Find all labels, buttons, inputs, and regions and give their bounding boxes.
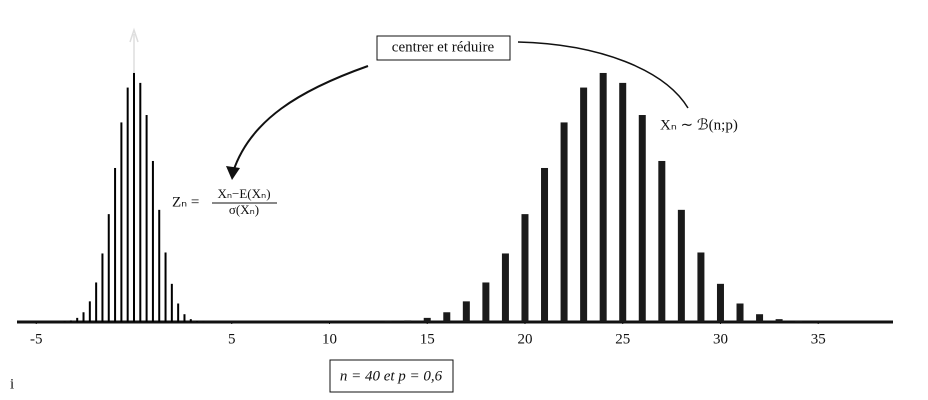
connector [517, 41, 689, 109]
bar [126, 87, 129, 323]
y-axis-arrow [129, 27, 139, 43]
bar [677, 209, 685, 322]
annotation: Xₙ−E(Xₙ) [217, 186, 270, 201]
bar [196, 321, 199, 322]
annotation: Xₙ ∼ ℬ(n;p) [660, 117, 738, 133]
bar [120, 122, 123, 323]
x-tick-label: 30 [713, 331, 728, 347]
bar [114, 167, 117, 322]
annotation-box [329, 359, 454, 393]
bar [189, 319, 192, 322]
bar [82, 312, 85, 322]
bar [716, 283, 724, 322]
x-tick-label: 5 [228, 331, 236, 347]
bar [501, 253, 509, 322]
bar [88, 301, 91, 322]
bar [521, 214, 529, 322]
bar [580, 87, 588, 323]
bar [482, 282, 490, 322]
annotation: i [10, 376, 14, 392]
bar [69, 320, 72, 322]
annotation: centrer et réduire [392, 39, 495, 55]
bar [76, 317, 79, 322]
x-tick-label: 10 [322, 331, 337, 347]
bar [658, 160, 666, 322]
bar [145, 115, 148, 323]
x-tick-label: 35 [811, 331, 826, 347]
x-tick-label: 25 [615, 331, 630, 347]
bar [183, 314, 186, 322]
bar [404, 320, 412, 322]
bar [599, 72, 607, 323]
bar [462, 301, 470, 322]
bar [101, 253, 104, 322]
bar [736, 303, 744, 322]
bar [139, 82, 142, 322]
x-tick-label: 15 [420, 331, 435, 347]
bar [170, 283, 173, 322]
bar [795, 321, 803, 322]
annotation: n = 40 et p = 0,6 [340, 368, 443, 384]
bar [697, 252, 705, 322]
bar [158, 209, 161, 322]
bar [443, 312, 451, 322]
bar [423, 317, 431, 322]
arrow-head [226, 166, 240, 180]
bar [560, 122, 568, 323]
bar [756, 314, 764, 322]
bar [63, 321, 66, 322]
annotation-box [376, 35, 511, 61]
bar [107, 214, 110, 322]
bar [132, 72, 135, 323]
bar [151, 160, 154, 322]
bar [619, 82, 627, 322]
annotation: σ(Xₙ) [229, 202, 259, 217]
bar [638, 115, 646, 323]
annotation: Zₙ = [172, 194, 199, 210]
bar [775, 319, 783, 322]
bar [177, 303, 180, 322]
bar [541, 167, 549, 322]
bar [164, 252, 167, 322]
bar [95, 282, 98, 322]
arrow [232, 65, 369, 173]
x-tick-label: -5 [30, 331, 43, 347]
bar [384, 321, 392, 322]
x-tick-label: 20 [517, 331, 532, 347]
